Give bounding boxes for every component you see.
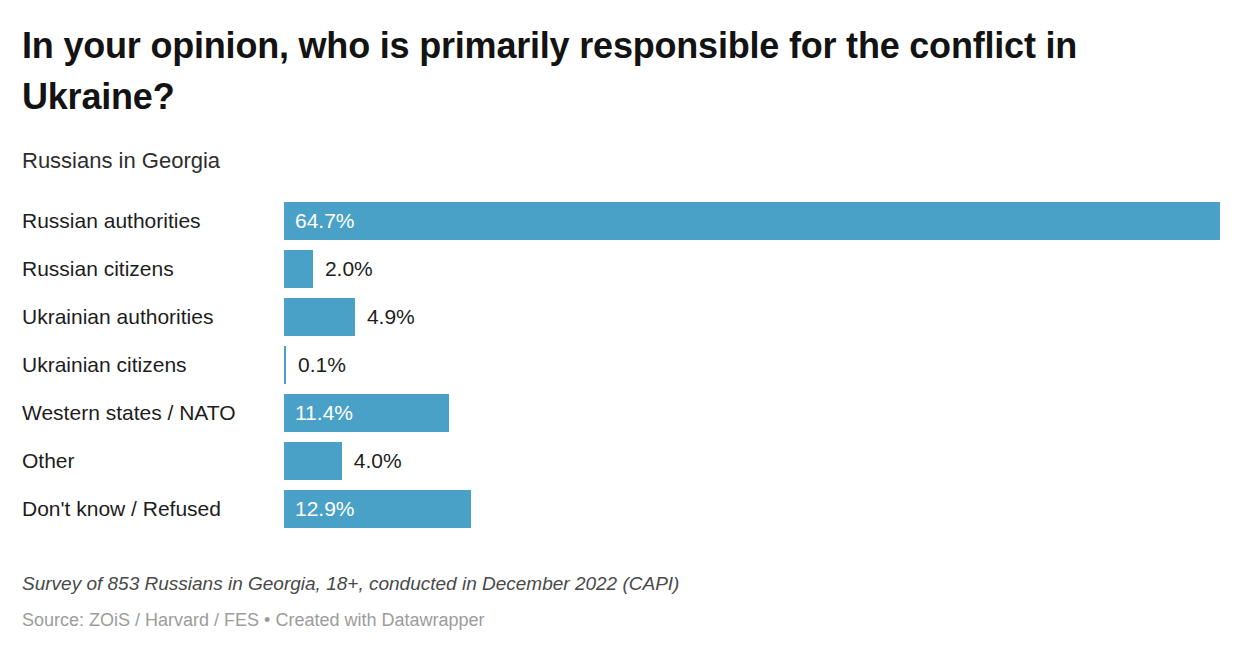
chart-subtitle: Russians in Georgia	[22, 148, 1220, 174]
bar: 11.4%	[284, 394, 449, 432]
bar-value-label: 64.7%	[284, 202, 355, 240]
bar-value-label: 4.0%	[354, 442, 402, 480]
datawrapper-credit-link[interactable]: Created with Datawrapper	[275, 610, 484, 630]
category-label: Other	[22, 442, 284, 480]
bar-row: Other 4.0%	[22, 442, 1220, 480]
bar: 12.9%	[284, 490, 471, 528]
bar-row: Don't know / Refused12.9%	[22, 490, 1220, 528]
category-label: Ukrainian citizens	[22, 346, 284, 384]
bar-row: Russian citizens 2.0%	[22, 250, 1220, 288]
bar-rows: Russian authorities64.7%Russian citizens…	[22, 202, 1220, 528]
bar-track: 4.0%	[284, 442, 1220, 480]
category-label: Ukrainian authorities	[22, 298, 284, 336]
bar-value-label: 0.1%	[298, 346, 346, 384]
bar-row: Russian authorities64.7%	[22, 202, 1220, 240]
bar-track: 0.1%	[284, 346, 1220, 384]
bar-track: 64.7%	[284, 202, 1220, 240]
bar-value-label: 11.4%	[284, 394, 353, 432]
bar-row: Western states / NATO11.4%	[22, 394, 1220, 432]
chart-source: Source: ZOiS / Harvard / FES • Created w…	[22, 609, 1220, 632]
category-label: Russian citizens	[22, 250, 284, 288]
chart-container: In your opinion, who is primarily respon…	[0, 0, 1240, 646]
bar-row: Ukrainian citizens 0.1%	[22, 346, 1220, 384]
bar-track: 12.9%	[284, 490, 1220, 528]
category-label: Don't know / Refused	[22, 490, 284, 528]
bar-value-label: 12.9%	[284, 490, 355, 528]
bar	[284, 346, 286, 384]
category-label: Russian authorities	[22, 202, 284, 240]
chart-title: In your opinion, who is primarily respon…	[22, 20, 1220, 122]
bar	[284, 250, 313, 288]
bar-row: Ukrainian authorities 4.9%	[22, 298, 1220, 336]
bar	[284, 298, 355, 336]
bar-value-label: 4.9%	[367, 298, 415, 336]
bar-track: 11.4%	[284, 394, 1220, 432]
source-value: ZOiS / Harvard / FES	[89, 610, 259, 630]
category-label: Western states / NATO	[22, 394, 284, 432]
bar	[284, 442, 342, 480]
chart-notes: Survey of 853 Russians in Georgia, 18+, …	[22, 572, 1220, 597]
bar-track: 4.9%	[284, 298, 1220, 336]
source-prefix: Source:	[22, 610, 89, 630]
source-separator: •	[259, 610, 275, 630]
bar-value-label: 2.0%	[325, 250, 373, 288]
bar-track: 2.0%	[284, 250, 1220, 288]
bar: 64.7%	[284, 202, 1220, 240]
